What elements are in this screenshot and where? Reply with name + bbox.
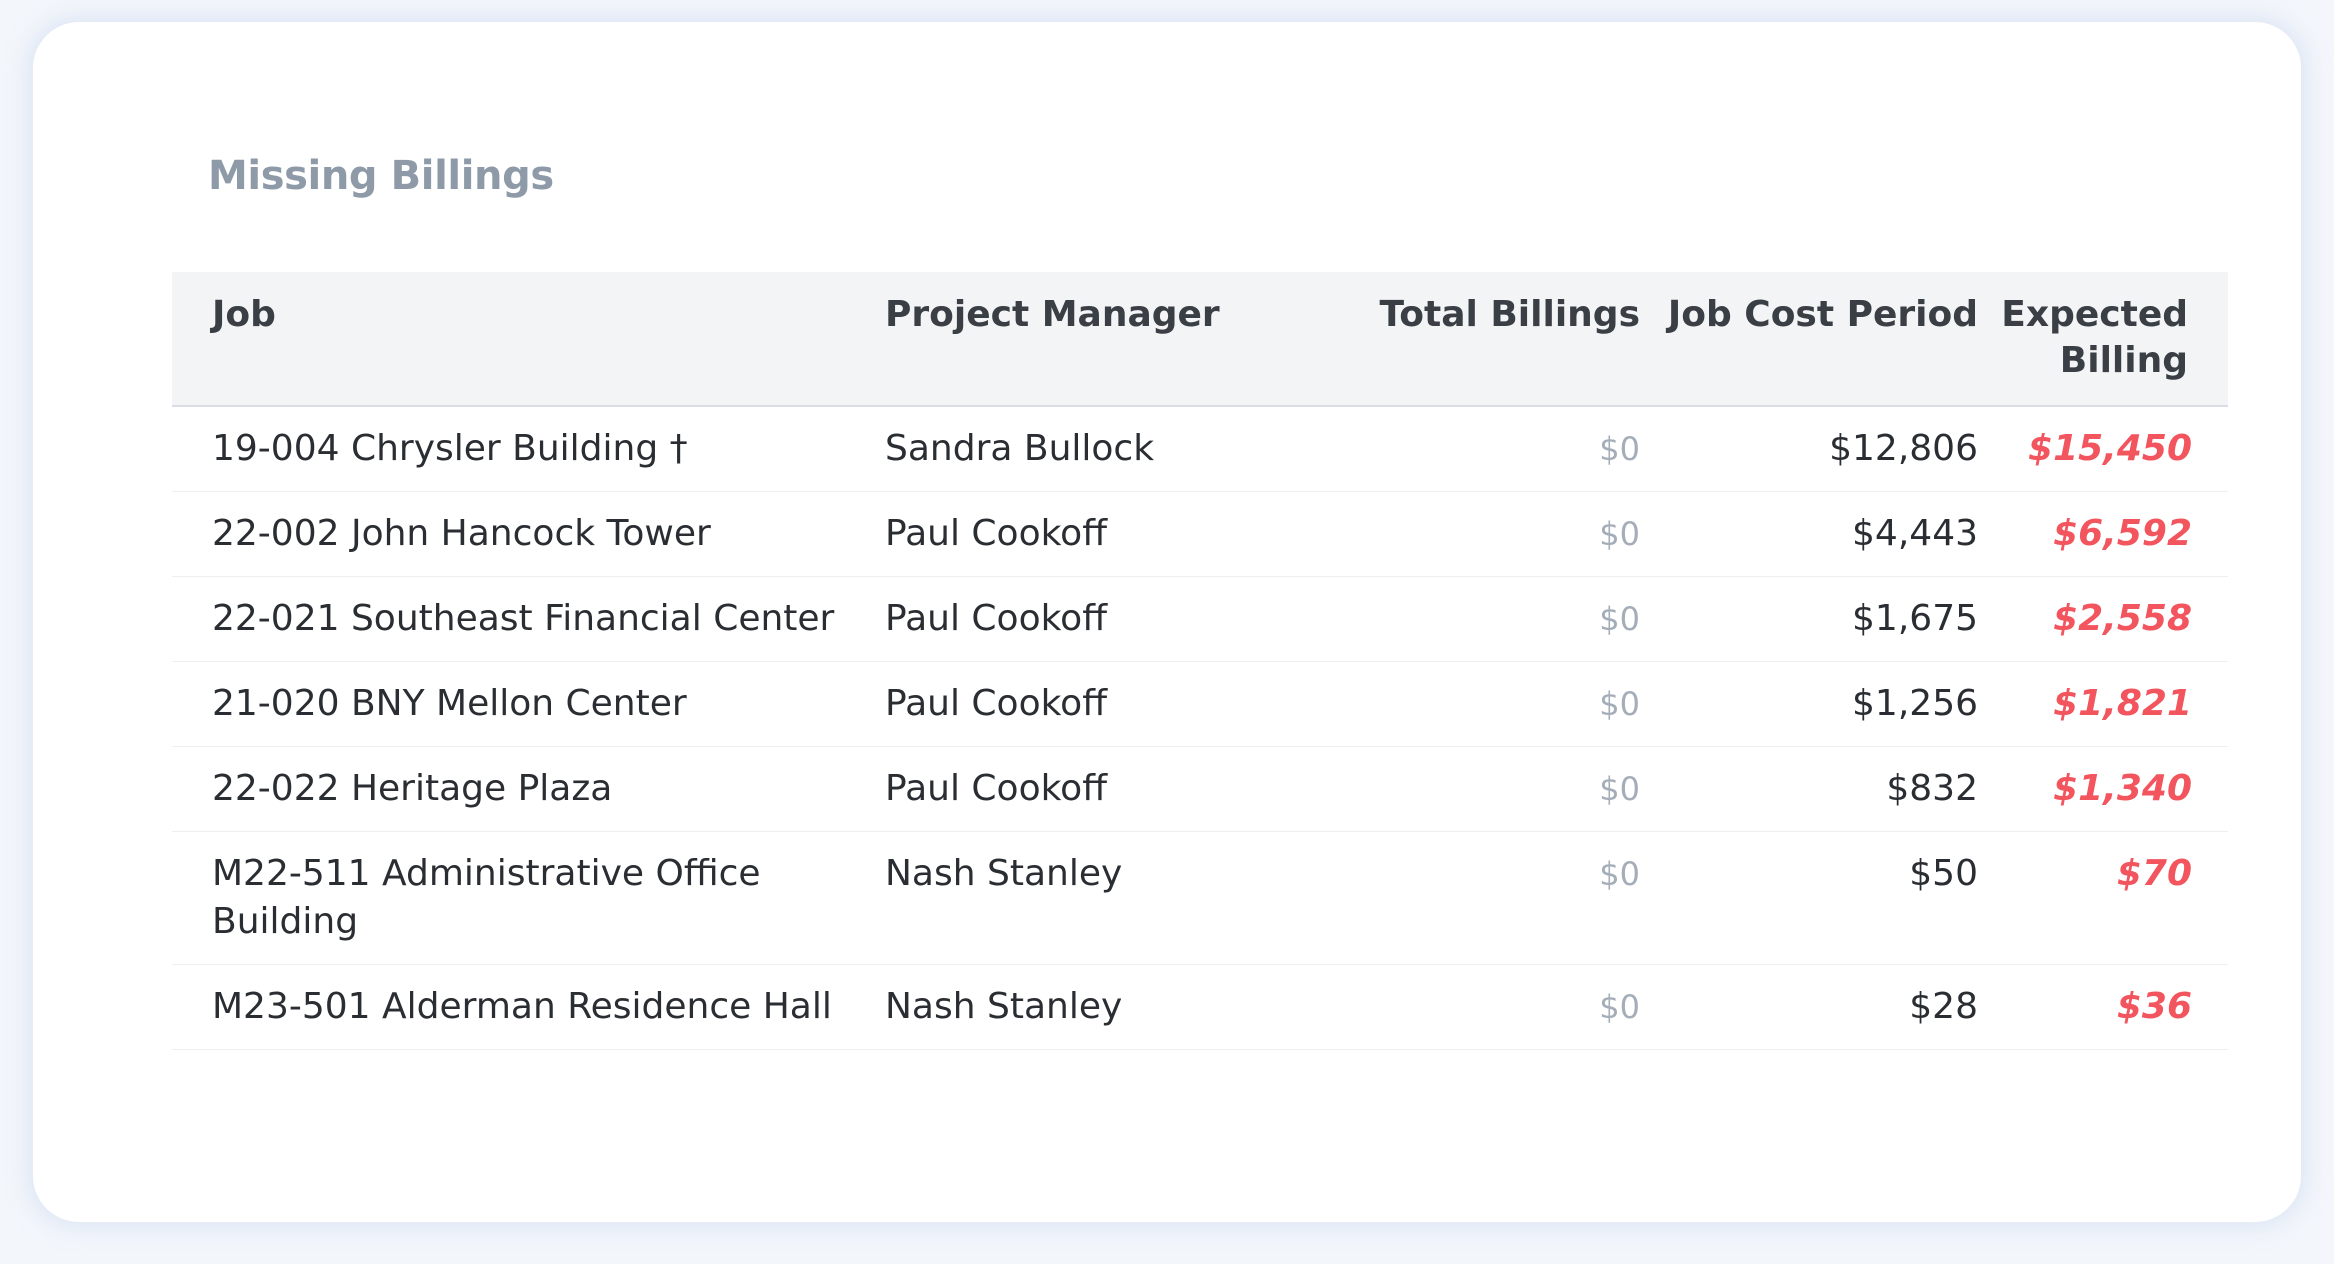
card-title: Missing Billings <box>208 153 554 199</box>
expected-billing-cell: $15,450 <box>1978 406 2228 492</box>
total-billings-cell: $0 <box>1325 406 1640 492</box>
expected-billing-cell: $1,821 <box>1978 661 2228 747</box>
column-header-total-billings[interactable]: Total Billings <box>1325 272 1640 407</box>
column-header-job-cost-period[interactable]: Job Cost Period <box>1640 272 1978 407</box>
job-cost-period-cell: $832 <box>1640 746 1978 832</box>
table-row[interactable]: 19-004 Chrysler Building † Sandra Bulloc… <box>172 406 2228 492</box>
expected-billing-cell: $36 <box>1978 964 2228 1050</box>
total-billings-cell: $0 <box>1325 831 1640 965</box>
job-cell: 22-002 John Hancock Tower <box>172 491 885 577</box>
job-cost-period-cell: $4,443 <box>1640 491 1978 577</box>
expected-billing-cell: $1,340 <box>1978 746 2228 832</box>
table-row[interactable]: M23-501 Alderman Residence Hall Nash Sta… <box>172 964 2228 1050</box>
project-manager-cell: Nash Stanley <box>885 964 1325 1050</box>
project-manager-cell: Sandra Bullock <box>885 406 1325 492</box>
job-cost-period-cell: $50 <box>1640 831 1978 965</box>
total-billings-cell: $0 <box>1325 746 1640 832</box>
project-manager-cell: Paul Cookoff <box>885 491 1325 577</box>
job-cell: 19-004 Chrysler Building † <box>172 406 885 492</box>
job-cost-period-cell: $28 <box>1640 964 1978 1050</box>
total-billings-cell: $0 <box>1325 491 1640 577</box>
job-cell: 21-020 BNY Mellon Center <box>172 661 885 747</box>
column-header-expected-billing[interactable]: Expected Billing <box>1978 272 2228 407</box>
project-manager-cell: Paul Cookoff <box>885 661 1325 747</box>
job-cell: 22-021 Southeast Financial Center <box>172 576 885 662</box>
job-cost-period-cell: $1,256 <box>1640 661 1978 747</box>
table-header: Job Project Manager Total Billings Job C… <box>172 272 2228 407</box>
expected-billing-cell: $70 <box>1978 831 2228 965</box>
missing-billings-card: Missing Billings Job Project Manager Tot… <box>33 22 2301 1222</box>
expected-billing-cell: $2,558 <box>1978 576 2228 662</box>
table-header-row: Job Project Manager Total Billings Job C… <box>172 272 2228 407</box>
job-cell: M22-511 Administrative Office Building <box>172 831 885 965</box>
missing-billings-table: Job Project Manager Total Billings Job C… <box>172 272 2228 1050</box>
job-cost-period-cell: $12,806 <box>1640 406 1978 492</box>
table-row[interactable]: 22-002 John Hancock Tower Paul Cookoff $… <box>172 491 2228 577</box>
job-cell: 22-022 Heritage Plaza <box>172 746 885 832</box>
total-billings-cell: $0 <box>1325 576 1640 662</box>
project-manager-cell: Paul Cookoff <box>885 746 1325 832</box>
job-cost-period-cell: $1,675 <box>1640 576 1978 662</box>
table-row[interactable]: 22-022 Heritage Plaza Paul Cookoff $0 $8… <box>172 746 2228 832</box>
total-billings-cell: $0 <box>1325 661 1640 747</box>
table-row[interactable]: M22-511 Administrative Office Building N… <box>172 831 2228 965</box>
total-billings-cell: $0 <box>1325 964 1640 1050</box>
project-manager-cell: Paul Cookoff <box>885 576 1325 662</box>
column-header-project-manager[interactable]: Project Manager <box>885 272 1325 407</box>
table-row[interactable]: 21-020 BNY Mellon Center Paul Cookoff $0… <box>172 661 2228 747</box>
table-row[interactable]: 22-021 Southeast Financial Center Paul C… <box>172 576 2228 662</box>
table-body: 19-004 Chrysler Building † Sandra Bulloc… <box>172 406 2228 1050</box>
column-header-job[interactable]: Job <box>172 272 885 407</box>
expected-billing-cell: $6,592 <box>1978 491 2228 577</box>
project-manager-cell: Nash Stanley <box>885 831 1325 965</box>
job-cell: M23-501 Alderman Residence Hall <box>172 964 885 1050</box>
